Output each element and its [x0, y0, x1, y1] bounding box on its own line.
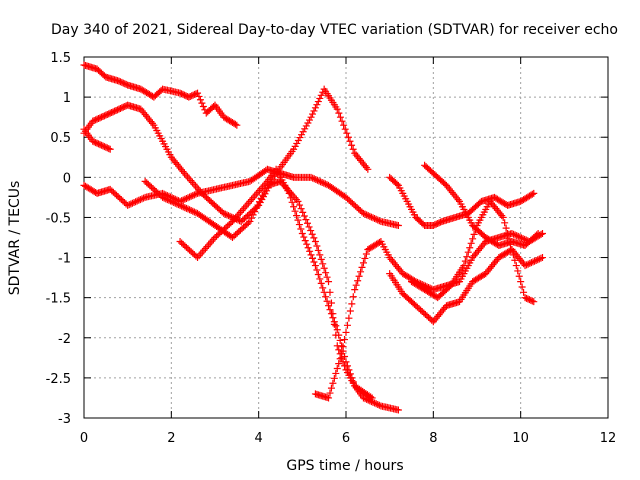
x-tick-label: 8: [429, 431, 437, 446]
chart-title: Day 340 of 2021, Sidereal Day-to-day VTE…: [51, 22, 618, 38]
x-tick-label: 12: [600, 431, 617, 446]
axis-ticks: 1.5 1 0.5 0 -0.5 -1 -1.5 -2 -2.5 -3 0 2 4 6 8 10 12: [46, 51, 617, 446]
series-4: [80, 165, 402, 229]
series-3: [80, 125, 114, 153]
series-11: [408, 197, 538, 306]
series-10: [386, 246, 546, 326]
series-6: [176, 165, 402, 414]
x-tick-label: 0: [80, 431, 88, 446]
series-6-markers: [176, 165, 402, 414]
y-tick-label: -2: [58, 332, 71, 347]
series-1: [80, 61, 241, 129]
x-axis-title: GPS time / hours: [286, 458, 403, 474]
series-11-markers: [408, 197, 538, 306]
y-tick-label: 1: [63, 91, 71, 106]
y-tick-label: -3: [58, 412, 71, 427]
series-10-markers: [386, 246, 546, 326]
x-tick-label: 10: [512, 431, 529, 446]
y-tick-label: 0.5: [50, 131, 71, 146]
series-3-markers: [80, 125, 114, 153]
x-tick-label: 4: [255, 431, 263, 446]
y-tick-label: 1.5: [50, 51, 71, 66]
x-tick-label: 6: [342, 431, 350, 446]
y-tick-label: 0: [63, 171, 71, 186]
series-8: [386, 173, 538, 229]
data-series: [80, 61, 546, 414]
y-tick-label: -1: [58, 252, 71, 267]
series-8-markers: [386, 173, 538, 229]
y-tick-label: -2.5: [46, 372, 71, 387]
series-1-markers: [80, 61, 241, 129]
x-tick-label: 2: [167, 431, 175, 446]
y-tick-label: -1.5: [46, 292, 71, 307]
y-axis-title: SDTVAR / TECUs: [7, 181, 23, 296]
y-tick-label: -0.5: [46, 211, 71, 226]
series-4-markers: [80, 165, 402, 229]
